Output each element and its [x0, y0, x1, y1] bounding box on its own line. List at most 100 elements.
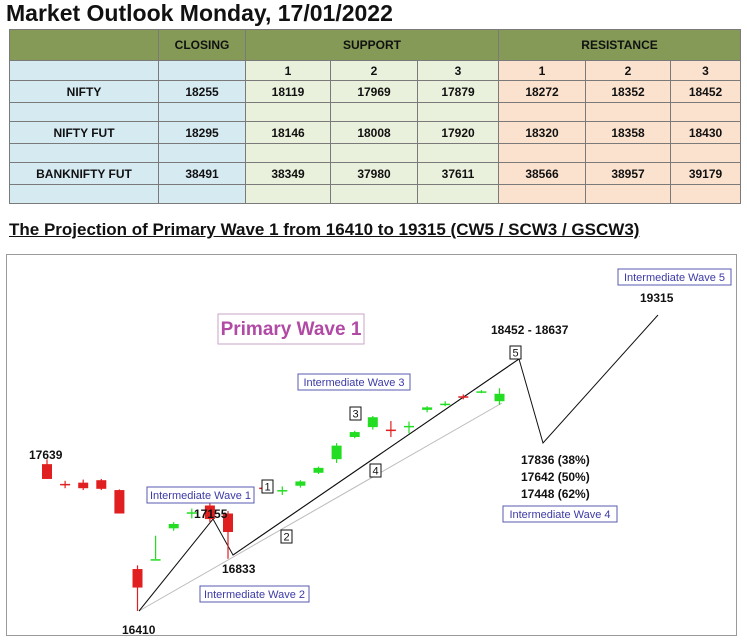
wave-number-5: 5 [509, 345, 522, 360]
wave-box-border [146, 486, 255, 504]
candle-body [422, 407, 433, 410]
candle [114, 489, 125, 514]
candle [422, 406, 433, 413]
table-row: BANKNIFTY FUT 38491 38349 37980 37611 38… [9, 162, 742, 185]
candle-body [367, 417, 378, 428]
closing-value: 18295 [158, 121, 246, 144]
resistance-value: 38957 [585, 162, 671, 185]
spacer-cell [585, 184, 671, 204]
candle [404, 421, 414, 434]
table-row: NIFTY FUT 18295 18146 18008 17920 18320 … [9, 121, 742, 144]
wave-number-label: 3 [352, 409, 358, 421]
wave-box-border [502, 505, 618, 523]
candle-body [458, 396, 469, 398]
resistance-level-header: 1 [498, 60, 586, 81]
spacer-cell [417, 102, 499, 122]
header-support: SUPPORT [245, 29, 499, 61]
candle-body [404, 425, 414, 428]
support-value: 18008 [330, 121, 418, 144]
resistance-value: 18452 [669, 80, 742, 103]
candle [476, 390, 487, 394]
wave-number-box [280, 529, 293, 544]
resistance-value: 18430 [669, 121, 742, 144]
wave-number-label: 5 [512, 348, 518, 360]
resistance-value: 39179 [669, 162, 742, 185]
price-label-17639: 17639 [29, 448, 63, 462]
candle-body [349, 432, 360, 437]
wave-projection-heading: The Projection of Primary Wave 1 from 16… [9, 220, 640, 239]
candle [96, 478, 107, 491]
candle-body [132, 569, 143, 588]
candle-body [42, 464, 52, 479]
candle-body [96, 480, 107, 489]
wave-number-box [261, 479, 274, 494]
spacer-cell [9, 143, 159, 163]
header-corner [9, 29, 159, 61]
candle-body [494, 393, 505, 402]
wave-number-label: 1 [264, 482, 270, 494]
resistance-level-header: 2 [585, 60, 671, 81]
candle [150, 535, 161, 561]
closing-value: 18255 [158, 80, 246, 103]
candlestick-series [42, 388, 505, 611]
spacer-cell [498, 184, 586, 204]
wave-number-1: 1 [261, 479, 274, 494]
support-value: 17920 [417, 121, 499, 144]
intermediate-wave-2-box: Intermediate Wave 2 [199, 585, 310, 603]
candle [367, 416, 378, 430]
candle [494, 388, 505, 405]
wave-number-label: 2 [283, 532, 289, 544]
spacer-cell [498, 102, 586, 122]
candle [313, 466, 324, 475]
candle-body [60, 483, 71, 486]
candle [277, 486, 288, 495]
wave-path-line [138, 314, 659, 612]
wave-box-label: Intermediate Wave 1 [150, 490, 251, 502]
lower-channel-line [138, 402, 503, 612]
level-header-blank [9, 60, 159, 81]
wave-number-box [369, 463, 382, 478]
candle-body [331, 445, 342, 460]
resistance-value: 18358 [585, 121, 671, 144]
wave-box-border [297, 373, 411, 391]
price-label-17155: 17155 [194, 507, 228, 521]
spacer-cell [669, 184, 742, 204]
candle-body [150, 559, 161, 561]
candle [458, 394, 469, 400]
instrument-name: NIFTY [9, 80, 159, 103]
candle [168, 522, 179, 531]
retracement-38: 17836 (38%) [521, 453, 590, 467]
wave-box-label: Intermediate Wave 2 [204, 589, 305, 601]
spacer-cell [669, 143, 742, 163]
spacer-cell [9, 184, 159, 204]
support-value: 18146 [245, 121, 331, 144]
wave-chart-frame: Primary Wave 1 1 2 3 4 5 17639 [6, 254, 737, 636]
intermediate-wave-5-box: Intermediate Wave 5 [617, 268, 732, 286]
wave-number-3: 3 [349, 406, 362, 421]
candle-body [295, 481, 306, 486]
candle [440, 401, 451, 407]
spacer-cell [9, 102, 159, 122]
candle [349, 430, 360, 439]
market-levels-table: CLOSING SUPPORT RESISTANCE 1 2 3 1 2 3 N… [9, 29, 742, 204]
wave-number-label: 4 [372, 466, 378, 478]
candle-body [204, 505, 215, 520]
chart-title-box [217, 313, 365, 345]
candle-body [313, 467, 324, 473]
wave-number-2: 2 [280, 529, 293, 544]
support-value: 38349 [245, 162, 331, 185]
support-value: 17879 [417, 80, 499, 103]
support-value: 37980 [330, 162, 418, 185]
wave-number-4: 4 [369, 463, 382, 478]
candle [331, 443, 342, 463]
price-label-19315: 19315 [640, 291, 674, 305]
candle [60, 480, 71, 489]
spacer-cell [669, 102, 742, 122]
spacer-cell [245, 143, 331, 163]
candle-body [168, 523, 179, 529]
candle-body [440, 403, 451, 406]
instrument-name: NIFTY FUT [9, 121, 159, 144]
candle [42, 459, 52, 479]
spacer-cell [158, 184, 246, 204]
spacer-cell [330, 184, 418, 204]
